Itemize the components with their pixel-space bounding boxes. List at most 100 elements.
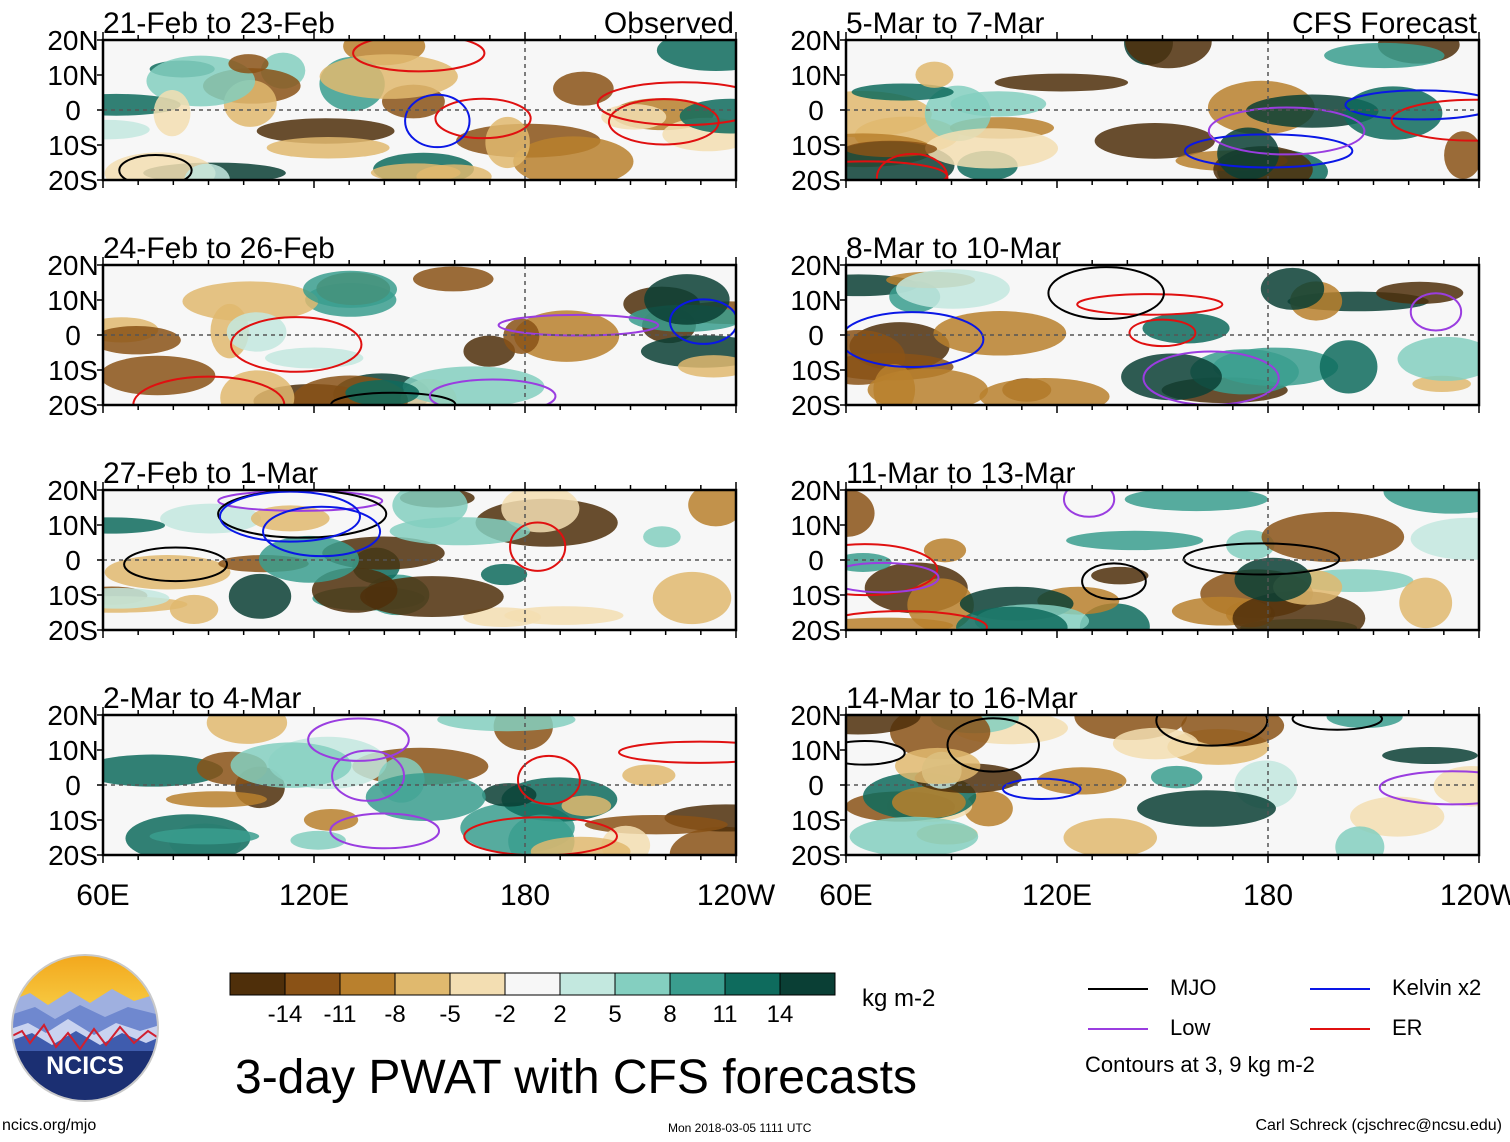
anomaly-blob — [501, 490, 580, 533]
wave-contour — [846, 610, 988, 630]
wave-contour — [428, 378, 557, 405]
anomaly-blob — [1181, 715, 1285, 747]
anomaly-blob — [303, 808, 359, 831]
wave-contour — [1182, 542, 1341, 576]
legend-low-swatch — [1088, 1028, 1148, 1031]
column-label: Observed — [604, 7, 734, 40]
y-tick-label: 10S — [791, 130, 841, 161]
wave-contour — [516, 754, 581, 805]
anomaly-blob — [104, 555, 231, 590]
figure-title: 3-day PWAT with CFS forecasts — [235, 1051, 917, 1104]
anomaly-blob — [925, 128, 1059, 169]
y-tick-label: 20N — [790, 25, 841, 56]
anomaly-field — [846, 40, 1479, 180]
wave-contour — [596, 81, 736, 127]
wave-contour — [618, 740, 736, 764]
legend-er: ER — [1310, 1015, 1423, 1041]
wave-contour — [1344, 89, 1479, 121]
panel-period-label: 8-Mar to 10-Mar — [846, 232, 1061, 265]
wave-contour — [1390, 98, 1479, 142]
wave-contour — [434, 97, 532, 140]
anomaly-blob — [226, 312, 287, 352]
anomaly-blob — [924, 85, 991, 142]
wave-contour — [1378, 770, 1479, 806]
y-tick-label: 20S — [791, 840, 841, 871]
legend-kelvin-swatch — [1310, 988, 1370, 991]
anomaly-blob — [1335, 826, 1385, 855]
anomaly-blob — [1234, 557, 1312, 602]
anomaly-blob — [1444, 131, 1479, 179]
anomaly-blob — [1063, 818, 1158, 855]
y-tick-label: 20S — [48, 390, 98, 421]
y-tick-label: 10S — [48, 355, 98, 386]
wave-contour — [463, 816, 618, 855]
anomaly-field — [846, 715, 1479, 855]
colorbar-swatch — [449, 972, 506, 996]
anomaly-blob — [1137, 790, 1276, 827]
y-tick-label: 0 — [808, 770, 824, 801]
wave-contour — [218, 490, 362, 543]
anomaly-blob — [846, 490, 875, 537]
anomaly-blob — [1399, 577, 1453, 629]
wave-contour — [123, 546, 229, 583]
map-panel: 20N 10N 0 10S 20S 8-Mar to 10-Mar — [790, 232, 1481, 421]
anomaly-blob — [1142, 312, 1230, 344]
column-label: CFS Forecast — [1292, 7, 1478, 40]
anomaly-blob — [1150, 765, 1203, 789]
wave-contour — [307, 717, 410, 762]
anomaly-blob — [103, 326, 181, 355]
y-tick-label: 10S — [48, 130, 98, 161]
y-tick-label: 0 — [808, 95, 824, 126]
wave-contour — [1001, 777, 1082, 801]
wave-contour — [1076, 293, 1224, 316]
anomaly-blob — [228, 54, 269, 74]
anomaly-blob — [103, 517, 166, 534]
x-tick-label: 120W — [1440, 879, 1510, 912]
anomaly-field — [846, 266, 1479, 405]
y-tick-label: 0 — [65, 320, 81, 351]
colorbar-tick-label: -8 — [384, 1001, 405, 1028]
anomaly-blob — [1433, 765, 1479, 807]
anomaly-blob — [228, 573, 292, 619]
y-tick-label: 20S — [791, 165, 841, 196]
anomaly-blob — [994, 73, 1129, 92]
colorbar-units: kg m-2 — [862, 985, 936, 1012]
anomaly-field — [103, 715, 736, 855]
panel-period-label: 27-Feb to 1-Mar — [103, 457, 318, 490]
legend-er-swatch — [1310, 1028, 1370, 1031]
anomaly-blob — [851, 83, 954, 101]
anomaly-blob — [1326, 715, 1403, 729]
anomaly-blob — [513, 136, 634, 180]
anomaly-blob — [656, 40, 736, 72]
colorbar-tick-label: -14 — [268, 1001, 303, 1028]
panel-period-label: 14-Mar to 16-Mar — [846, 682, 1078, 715]
anomaly-blob — [867, 368, 989, 405]
anomaly-blob — [463, 335, 516, 367]
anomaly-blob — [1260, 267, 1325, 310]
wave-contour — [229, 316, 363, 373]
y-tick-label: 10S — [791, 580, 841, 611]
anomaly-blob — [1324, 42, 1445, 69]
anomaly-blob — [1121, 353, 1222, 401]
anomaly-blob — [895, 747, 981, 785]
map-panel: 20N 10N 0 10S 20S 11-Mar to 13-Mar — [790, 457, 1481, 646]
anomaly-blob — [1376, 281, 1464, 305]
anomaly-blob — [892, 786, 966, 819]
panel-period-label: 24-Feb to 26-Feb — [103, 232, 335, 265]
y-tick-label: 20N — [790, 700, 841, 731]
y-tick-label: 10S — [48, 805, 98, 836]
legend-kelvin: Kelvin x2 — [1310, 975, 1481, 1001]
source-link[interactable]: ncics.org/mjo — [2, 1117, 97, 1134]
anomaly-blob — [153, 89, 191, 137]
anomaly-blob — [1397, 336, 1479, 381]
anomaly-blob — [184, 163, 230, 180]
author-credit: Carl Schreck (cjschrec@ncsu.edu) — [1255, 1117, 1502, 1134]
anomaly-blob — [1261, 511, 1405, 563]
anomaly-blob — [849, 816, 979, 855]
anomaly-blob — [149, 828, 260, 845]
y-tick-label: 20N — [790, 475, 841, 506]
wave-contour — [1081, 562, 1147, 601]
anomaly-blob — [915, 61, 954, 88]
